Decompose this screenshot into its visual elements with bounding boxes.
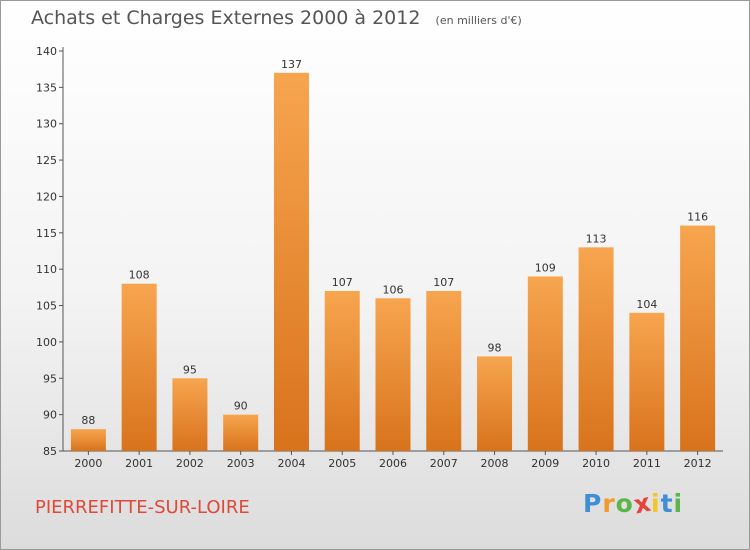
y-tick-label: 135 [36,81,57,94]
bar-value-label: 116 [687,211,708,224]
bar-value-label: 106 [383,283,404,296]
bars [70,72,716,452]
x-tick-label: 2008 [481,457,509,470]
bar [527,276,563,451]
logo-letter: t [660,489,674,518]
x-tick-label: 2010 [582,457,610,470]
bar-value-label: 107 [433,276,454,289]
logo-letter: i [673,489,684,518]
logo-letter: r [602,489,616,518]
bar-value-label: 107 [332,276,353,289]
bar [375,298,411,451]
x-tick-label: 2004 [277,457,305,470]
bar-value-label: 90 [234,400,248,413]
bar [273,72,309,452]
x-tick-label: 2005 [328,457,356,470]
bar-value-label: 104 [636,298,657,311]
x-tick-label: 2009 [531,457,559,470]
y-tick-label: 115 [36,227,57,240]
bar [426,291,462,451]
x-tick-label: 2002 [176,457,204,470]
bar-value-label: 108 [129,269,150,282]
logo-letter: i [651,489,661,518]
bar [477,356,513,451]
bar-value-label: 88 [81,414,95,427]
bar [324,291,360,451]
proxiti-logo: Proxiti [583,488,684,520]
y-tick-label: 130 [36,118,57,131]
labels: 88 2000 108 2001 95 2002 90 2003 137 2004 107 2005 1… [74,58,711,470]
bar [121,283,157,451]
bar-value-label: 95 [183,363,197,376]
y-tick-label: 125 [36,154,57,167]
bar [172,378,208,451]
x-tick-label: 2007 [430,457,458,470]
bar [70,429,106,451]
x-tick-label: 2012 [684,457,712,470]
y-tick-label: 120 [36,190,57,203]
bar-value-label: 98 [488,341,502,354]
x-tick-label: 2006 [379,457,407,470]
commune-name: PIERREFITTE-SUR-LOIRE [35,497,250,518]
title-row: Achats et Charges Externes 2000 à 2012 (… [31,7,522,29]
x-tick-label: 2011 [633,457,661,470]
logo-letter: o [615,489,634,518]
bar-value-label: 113 [586,232,607,245]
bar [629,312,665,451]
y-tick-label: 85 [43,445,57,458]
x-tick-label: 2001 [125,457,153,470]
bar [223,414,259,451]
y-tick-label: 110 [36,263,57,276]
y-tick-label: 100 [36,336,57,349]
chart-title: Achats et Charges Externes 2000 à 2012 [31,7,421,29]
bar-value-label: 109 [535,261,556,274]
bar [680,225,716,451]
bar [578,247,614,451]
y-tick-label: 105 [36,300,57,313]
x-tick-label: 2000 [74,457,102,470]
y-tick-label: 95 [43,372,57,385]
y-tick-label: 140 [36,45,57,58]
chart-unit-label: (en milliers d'€) [435,14,522,27]
x-tick-label: 2003 [227,457,255,470]
logo-letter: P [583,489,603,518]
y-tick-label: 90 [43,409,57,422]
bar-value-label: 137 [281,58,302,71]
